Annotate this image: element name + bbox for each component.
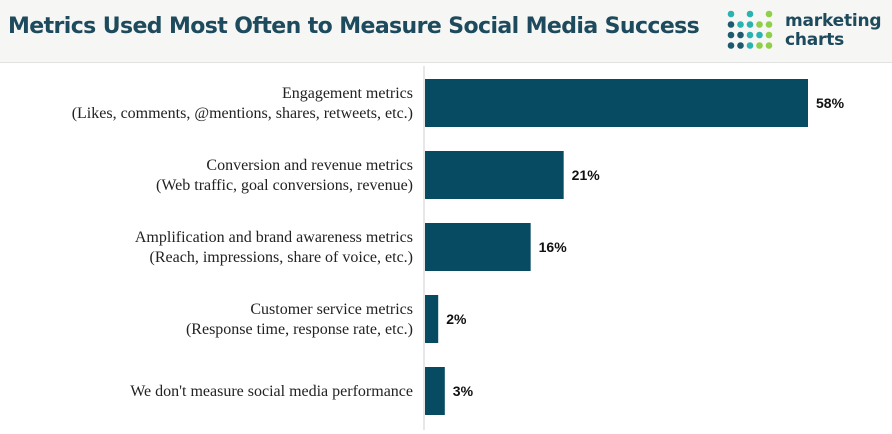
bar — [425, 151, 564, 199]
category-label-line: Customer service metrics — [250, 301, 413, 318]
logo-dot — [727, 10, 735, 18]
category-label: Customer service metrics (Response time, … — [186, 301, 413, 338]
bar — [425, 223, 531, 271]
logo-dot — [737, 21, 744, 28]
chart-header: Metrics Used Most Often to Measure Socia… — [0, 0, 892, 63]
logo-dot — [727, 42, 735, 49]
category-label-line: Conversion and revenue metrics — [206, 157, 413, 174]
bar — [425, 295, 439, 343]
data-label: 3% — [453, 383, 474, 399]
category-label: We don't measure social media performanc… — [130, 383, 413, 400]
category-label: Engagement metrics (Likes, comments, @men… — [72, 85, 413, 122]
bar — [425, 367, 445, 415]
logo-dot — [756, 21, 763, 28]
chart-title: Metrics Used Most Often to Measure Socia… — [8, 14, 700, 39]
data-label: 21% — [572, 167, 601, 183]
dot-grid-logo-icon — [727, 10, 773, 49]
data-label: 2% — [446, 311, 467, 327]
category-label: Conversion and revenue metrics (Web traff… — [156, 157, 413, 194]
logo-dot — [756, 31, 763, 39]
bar-chart: 58% Engagement metrics (Likes, comments, @… — [72, 66, 845, 430]
logo-dot — [746, 42, 754, 49]
logo-dot — [746, 10, 754, 18]
logo-dot — [737, 42, 744, 49]
logo-dot — [765, 21, 773, 28]
logo-dot — [765, 10, 773, 18]
bar — [425, 79, 808, 127]
logo-line-charts: charts — [785, 30, 845, 50]
marketingcharts-logo: marketing charts — [727, 9, 882, 53]
category-label-line: Amplification and brand awareness metric… — [135, 229, 413, 246]
category-label-line: Engagement metrics — [282, 85, 413, 102]
logo-dot — [765, 31, 773, 39]
logo-dot — [765, 42, 773, 49]
logo-dot — [727, 21, 735, 28]
logo-text: marketing charts — [785, 11, 882, 50]
category-label-line: (Response time, response rate, etc.) — [186, 321, 413, 338]
logo-line-marketing: marketing — [785, 11, 882, 31]
data-label: 58% — [816, 95, 845, 111]
category-label-line: We don't measure social media performanc… — [130, 383, 413, 400]
logo-dot — [746, 31, 754, 39]
logo-dot — [756, 42, 763, 49]
category-label-line: (Web traffic, goal conversions, revenue) — [156, 177, 413, 194]
category-label-line: (Likes, comments, @mentions, shares, ret… — [72, 105, 413, 122]
category-label-line: (Reach, impressions, share of voice, etc… — [150, 249, 413, 266]
logo-dot — [746, 21, 754, 28]
logo-dot — [727, 31, 735, 39]
category-label: Amplification and brand awareness metric… — [135, 229, 413, 266]
data-label: 16% — [539, 239, 568, 255]
logo-dot — [737, 31, 744, 39]
